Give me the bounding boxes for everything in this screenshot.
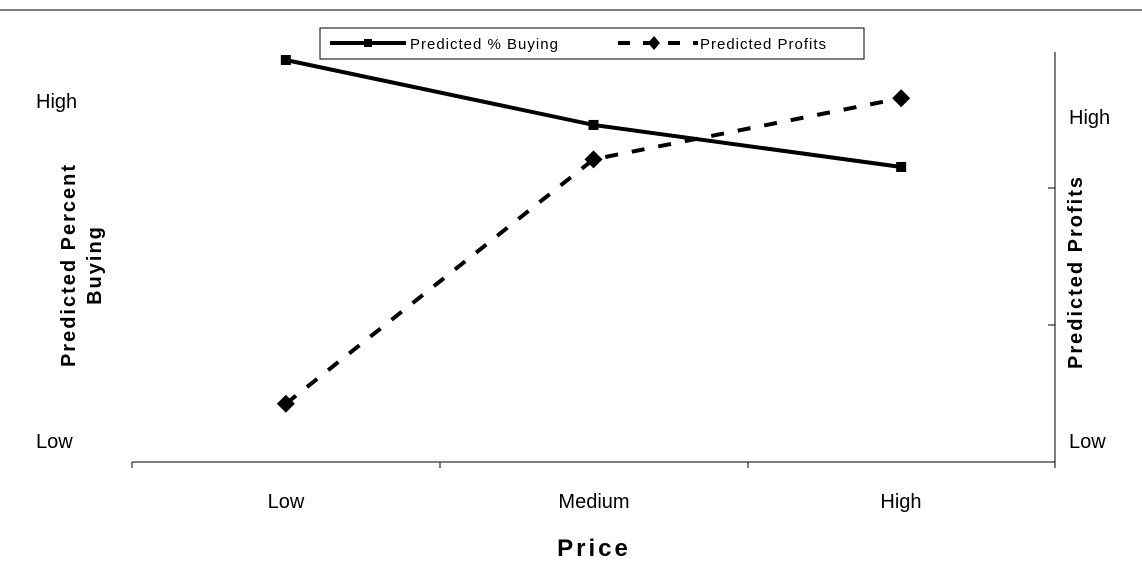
x-tick-label: High [880, 491, 921, 513]
legend-marker-diamond [648, 36, 660, 50]
data-point-buying [280, 55, 291, 65]
legend-label-buying: Predicted % Buying [410, 36, 559, 53]
data-point-profits [892, 89, 911, 108]
y-right-tick-low: Low [1069, 431, 1106, 453]
data-point-profits [584, 150, 603, 169]
series-line-profits [284, 96, 902, 406]
series-layer [276, 55, 911, 413]
x-tick-label: Low [268, 491, 305, 513]
y-left-axis-title-line2: Buying [84, 225, 106, 305]
legend-box [319, 27, 865, 60]
x-axis-title: Price [557, 535, 631, 562]
data-point-buying [896, 161, 907, 172]
legend-label-profits: Predicted Profits [700, 36, 827, 53]
y-left-tick-low: Low [36, 431, 73, 453]
y-left-tick-high: High [36, 91, 77, 113]
legend: Predicted % Buying Predicted Profits [319, 27, 865, 60]
y-right-tick-high: High [1069, 107, 1110, 129]
x-tick-label: Medium [558, 491, 629, 513]
data-point-profits [276, 394, 295, 413]
data-point-buying [588, 119, 599, 130]
y-left-axis-title-line1: Predicted Percent [58, 163, 80, 367]
legend-marker-square [364, 39, 372, 47]
y-right-axis-title: Predicted Profits [1065, 175, 1087, 369]
